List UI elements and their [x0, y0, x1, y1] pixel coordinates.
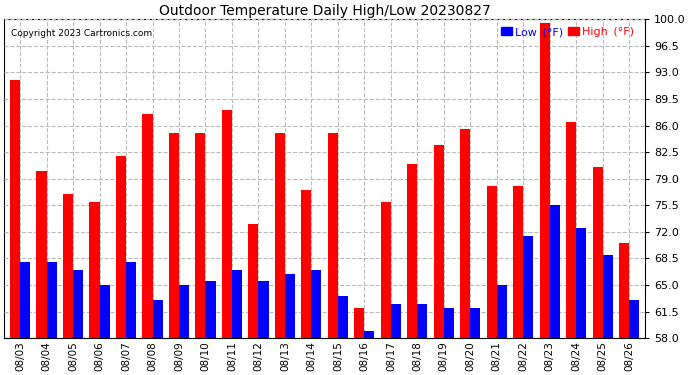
Bar: [152, 300, 163, 338]
Bar: [619, 243, 629, 338]
Bar: [90, 201, 99, 338]
Bar: [417, 304, 427, 338]
Bar: [523, 236, 533, 338]
Bar: [206, 281, 215, 338]
Bar: [285, 274, 295, 338]
Bar: [355, 308, 364, 338]
Bar: [540, 23, 550, 338]
Bar: [311, 270, 322, 338]
Bar: [63, 194, 73, 338]
Bar: [364, 331, 375, 338]
Bar: [99, 285, 110, 338]
Bar: [259, 281, 268, 338]
Bar: [603, 255, 613, 338]
Bar: [232, 270, 242, 338]
Bar: [381, 201, 391, 338]
Bar: [434, 145, 444, 338]
Bar: [444, 308, 454, 338]
Bar: [126, 262, 136, 338]
Bar: [593, 167, 603, 338]
Bar: [629, 300, 640, 338]
Bar: [338, 296, 348, 338]
Bar: [10, 80, 20, 338]
Bar: [576, 228, 586, 338]
Bar: [566, 122, 576, 338]
Bar: [142, 114, 152, 338]
Bar: [486, 186, 497, 338]
Bar: [46, 262, 57, 338]
Legend: Low (°F), High (°F): Low (°F), High (°F): [498, 25, 636, 39]
Bar: [497, 285, 507, 338]
Title: Outdoor Temperature Daily High/Low 20230827: Outdoor Temperature Daily High/Low 20230…: [159, 4, 491, 18]
Bar: [275, 133, 285, 338]
Bar: [328, 133, 338, 338]
Bar: [37, 171, 46, 338]
Bar: [302, 190, 311, 338]
Bar: [550, 206, 560, 338]
Bar: [169, 133, 179, 338]
Bar: [116, 156, 126, 338]
Bar: [460, 129, 471, 338]
Bar: [20, 262, 30, 338]
Bar: [248, 224, 259, 338]
Bar: [222, 110, 232, 338]
Bar: [195, 133, 206, 338]
Text: Copyright 2023 Cartronics.com: Copyright 2023 Cartronics.com: [10, 29, 152, 38]
Bar: [73, 270, 83, 338]
Bar: [391, 304, 401, 338]
Bar: [471, 308, 480, 338]
Bar: [407, 164, 417, 338]
Bar: [513, 186, 523, 338]
Bar: [179, 285, 189, 338]
